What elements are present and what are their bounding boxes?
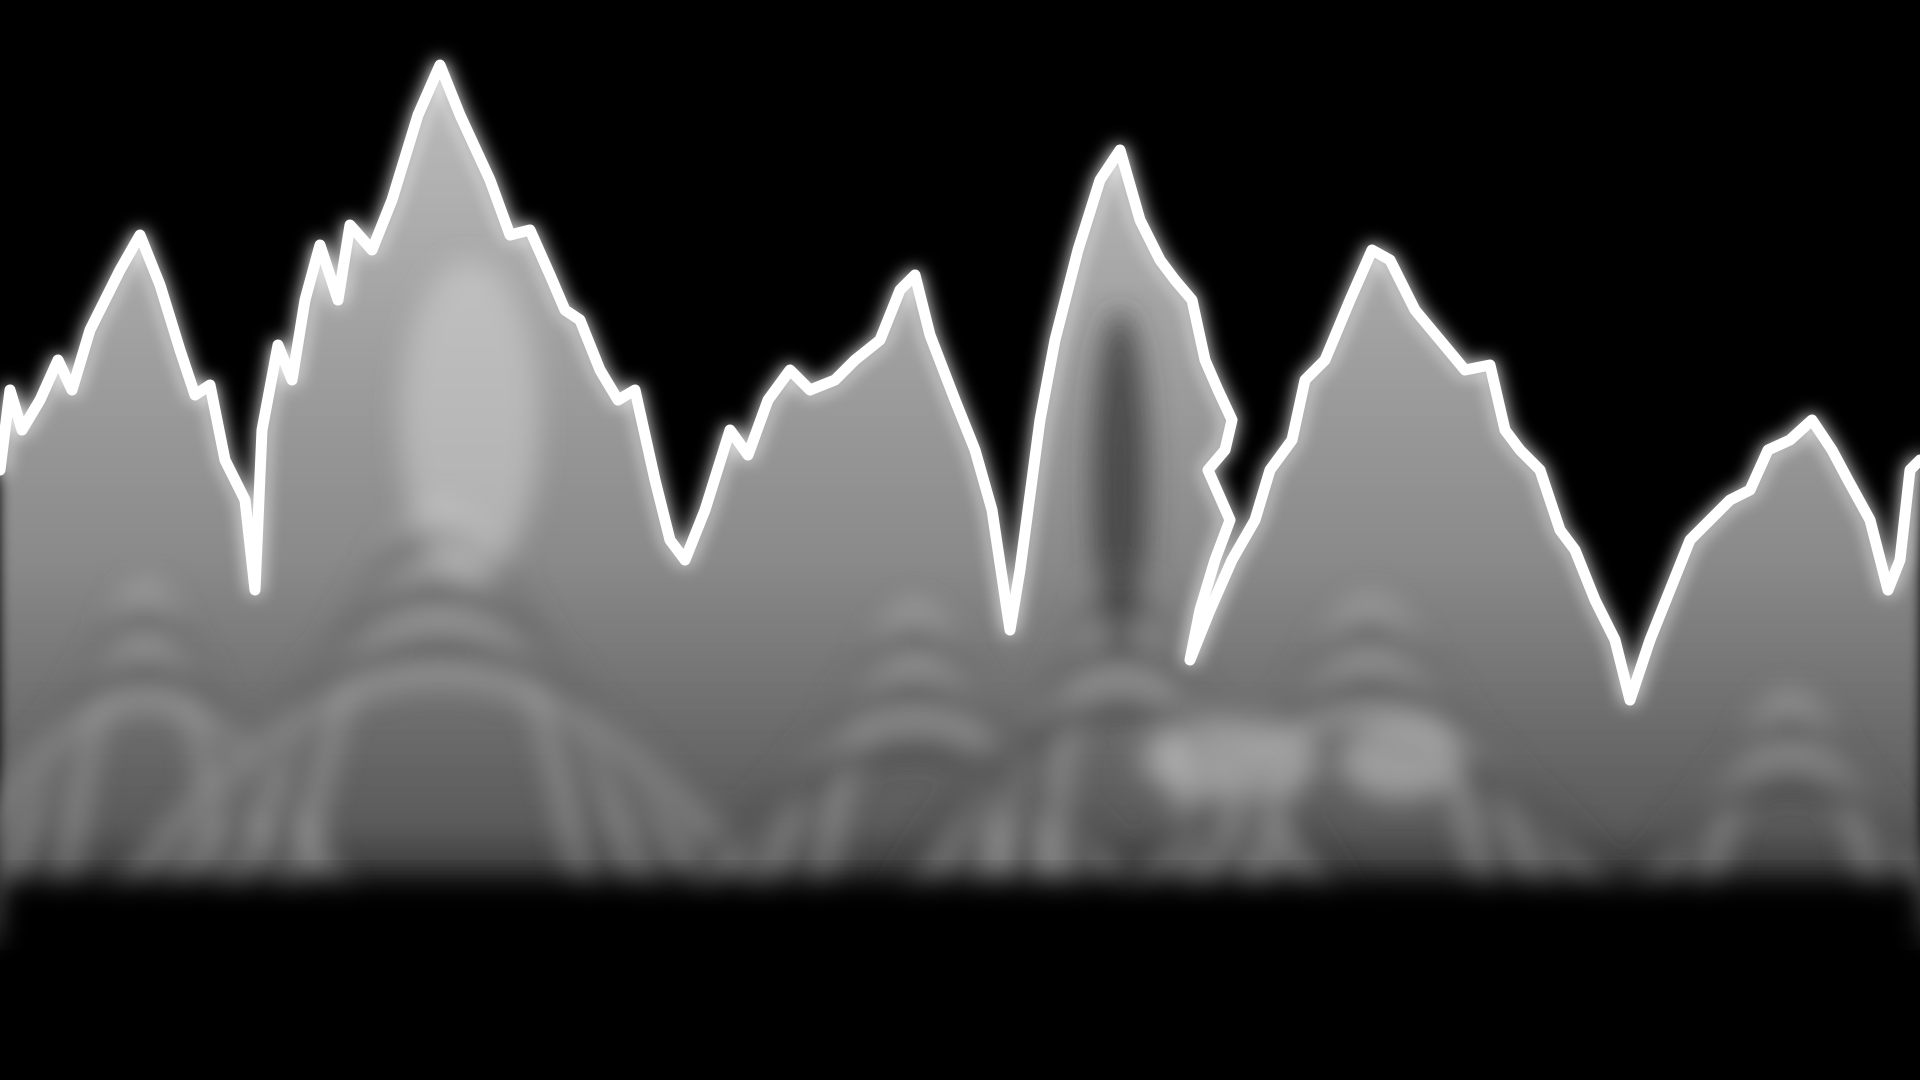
texture-streak-8: [178, 579, 702, 945]
highlight-patch-1: [400, 260, 540, 580]
texture-streak-33: [1589, 769, 1920, 947]
texture-streak-3: [0, 659, 342, 945]
texture-streak-23: [863, 694, 1377, 947]
texture-streak-30: [1691, 691, 1889, 942]
texture-streak-17: [639, 734, 1191, 948]
texture-streak-11: [84, 666, 796, 945]
highlight-patch-2: [1340, 720, 1460, 800]
dark-cleft: [1092, 310, 1148, 650]
texture-streak-0: [51, 581, 239, 942]
texture-streak-31: [1654, 714, 1920, 944]
ridge-highlight-line: [0, 59, 1920, 706]
texture-streak-7: [215, 556, 665, 943]
mountain-texture: [0, 260, 1920, 948]
highlight-patch-0: [1140, 720, 1320, 800]
ground-base: [0, 960, 1920, 1080]
